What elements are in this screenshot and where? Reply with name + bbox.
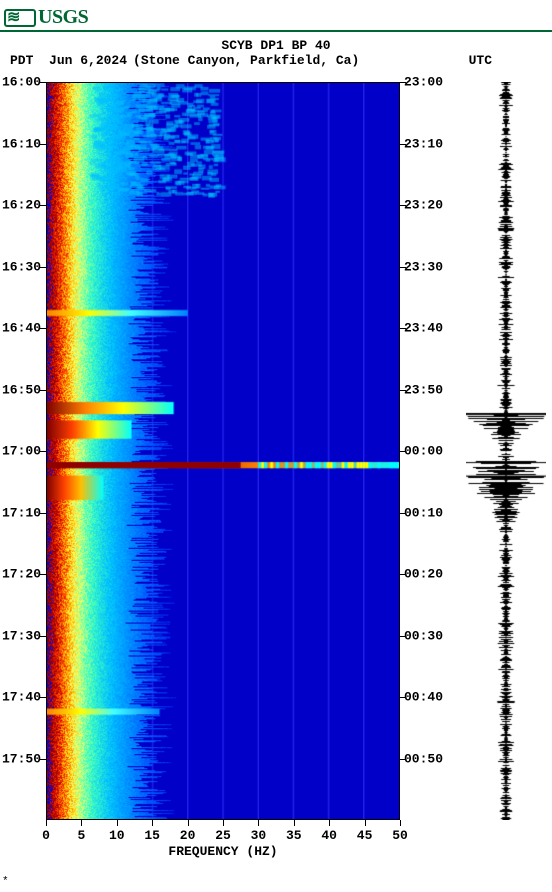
frequency-axis: FREQUENCY (HZ) 05101520253035404550: [46, 820, 400, 860]
left-time-axis: 16:0016:1016:2016:3016:4016:5017:0017:10…: [0, 82, 44, 820]
frequency-axis-title: FREQUENCY (HZ): [46, 844, 400, 859]
x-tick: 30: [251, 828, 267, 843]
x-tick: 25: [215, 828, 231, 843]
right-tick: 23:00: [404, 75, 443, 90]
usgs-logo-text: USGS: [38, 6, 88, 28]
station-label: (Stone Canyon, Parkfield, Ca): [127, 53, 469, 68]
header-divider: [0, 30, 552, 32]
right-tick: 23:10: [404, 136, 443, 151]
left-tick: 16:00: [2, 75, 41, 90]
pdt-label: PDT: [10, 53, 33, 68]
right-tick: 00:20: [404, 567, 443, 582]
right-tick: 23:40: [404, 321, 443, 336]
waveform-plot: [466, 82, 546, 820]
x-tick: 45: [357, 828, 373, 843]
left-tick: 17:20: [2, 567, 41, 582]
right-tick: 00:00: [404, 444, 443, 459]
x-tick: 40: [321, 828, 337, 843]
left-tick: 16:50: [2, 382, 41, 397]
left-tick: 17:50: [2, 751, 41, 766]
left-tick: 17:40: [2, 690, 41, 705]
title-line2: PDT Jun 6,2024 (Stone Canyon, Parkfield,…: [0, 53, 552, 68]
x-tick: 0: [42, 828, 50, 843]
title-line1: SCYB DP1 BP 40: [0, 38, 552, 53]
left-tick: 17:00: [2, 444, 41, 459]
spectrogram-plot: [46, 82, 400, 820]
right-tick: 00:50: [404, 751, 443, 766]
waveform-canvas: [466, 82, 546, 820]
right-tick: 00:30: [404, 628, 443, 643]
utc-label: UTC: [469, 53, 542, 68]
left-tick: 16:30: [2, 259, 41, 274]
usgs-logo: USGS: [4, 6, 88, 29]
right-time-axis: 23:0023:1023:2023:3023:4023:5000:0000:10…: [404, 82, 454, 820]
right-tick: 23:50: [404, 382, 443, 397]
right-tick: 00:10: [404, 505, 443, 520]
right-tick: 00:40: [404, 690, 443, 705]
usgs-wave-icon: [4, 9, 36, 27]
spectrogram-canvas: [47, 83, 399, 819]
left-tick: 16:20: [2, 198, 41, 213]
left-tick: 17:30: [2, 628, 41, 643]
x-tick: 10: [109, 828, 125, 843]
x-tick: 50: [392, 828, 408, 843]
x-tick: 35: [286, 828, 302, 843]
left-tick: 16:40: [2, 321, 41, 336]
date-label: Jun 6,2024: [49, 53, 127, 68]
x-tick: 20: [180, 828, 196, 843]
title-block: SCYB DP1 BP 40 PDT Jun 6,2024 (Stone Can…: [0, 38, 552, 68]
x-tick: 15: [144, 828, 160, 843]
left-tick: 17:10: [2, 505, 41, 520]
right-tick: 23:20: [404, 198, 443, 213]
x-tick: 5: [77, 828, 85, 843]
left-tick: 16:10: [2, 136, 41, 151]
footer-mark: *: [2, 876, 9, 888]
right-tick: 23:30: [404, 259, 443, 274]
